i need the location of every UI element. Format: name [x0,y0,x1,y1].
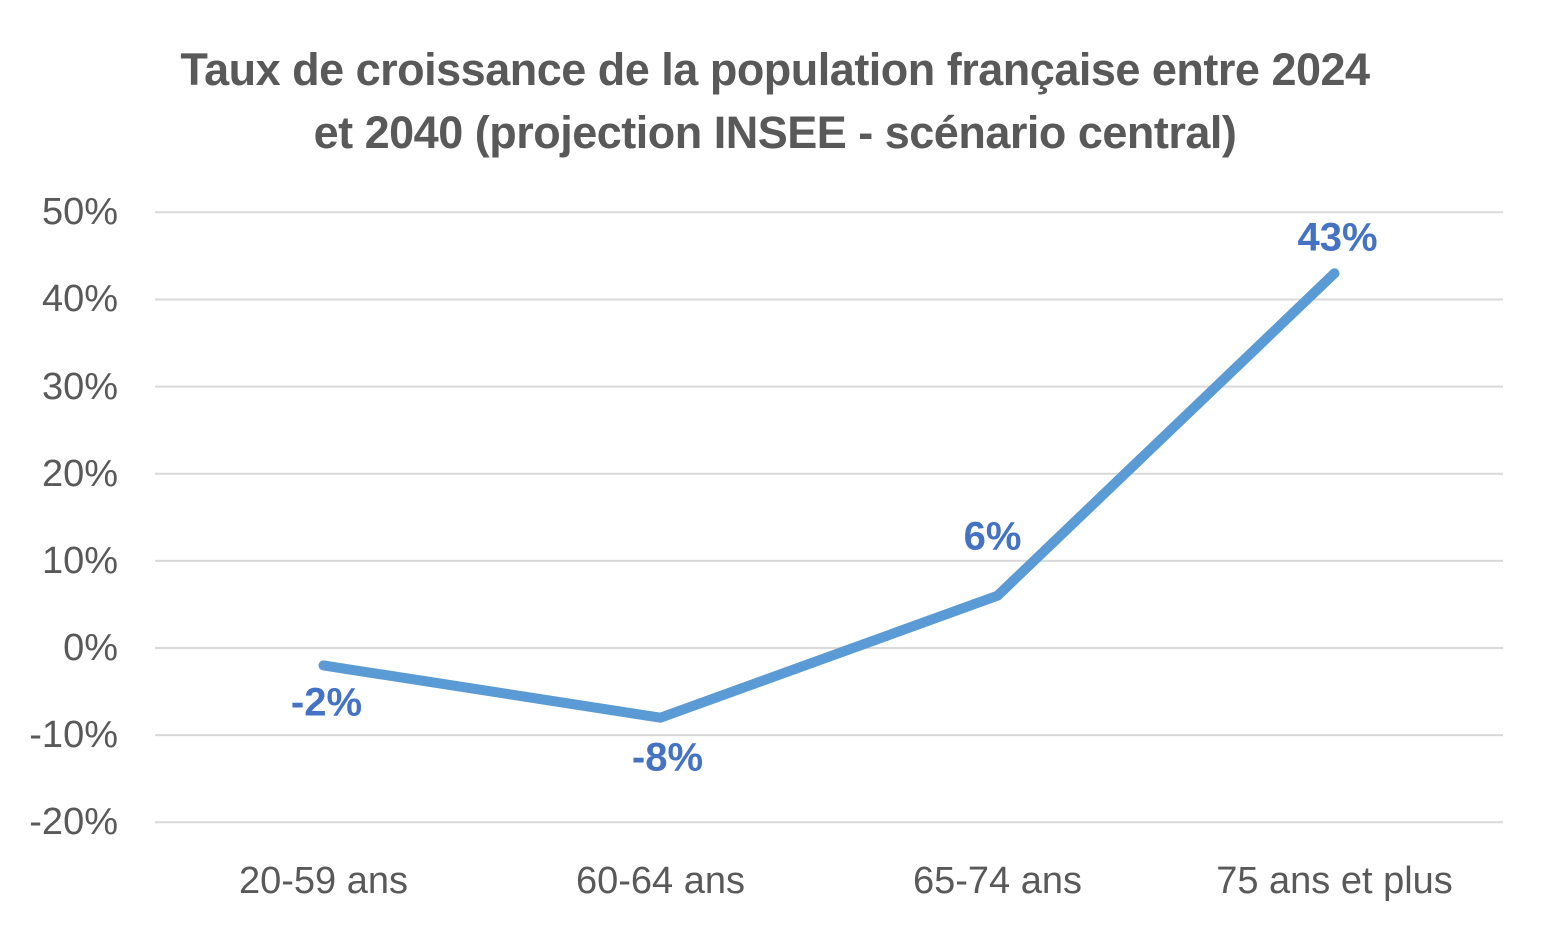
y-axis-tick-label: -10% [29,714,118,757]
y-axis-tick-label: 10% [41,539,118,582]
data-point-label: 43% [1297,215,1378,260]
y-axis-tick-label: 50% [41,191,118,234]
data-point-label: -2% [290,680,363,725]
y-axis-tick-label: 40% [41,278,118,321]
x-axis-category-label: 20-59 ans [238,860,409,902]
x-axis-category-label: 75 ans et plus [1216,860,1453,902]
y-axis-tick-label: -20% [29,801,118,844]
data-point-label: -8% [631,735,704,780]
y-axis-tick-label: 30% [41,365,118,408]
chart-title-line-1: Taux de croissance de la population fran… [180,44,1370,95]
y-axis-tick-label: 0% [63,627,118,669]
x-axis-category-label: 65-74 ans [912,860,1083,902]
y-axis-tick-label: 20% [41,452,118,495]
chart-title: Taux de croissance de la population fran… [0,38,1550,164]
series-line [318,268,1340,723]
x-axis-category-label: 60-64 ans [575,860,746,902]
chart-title-line-2: et 2040 (projection INSEE - scénario cen… [313,107,1237,158]
data-point-label: 6% [963,514,1022,559]
